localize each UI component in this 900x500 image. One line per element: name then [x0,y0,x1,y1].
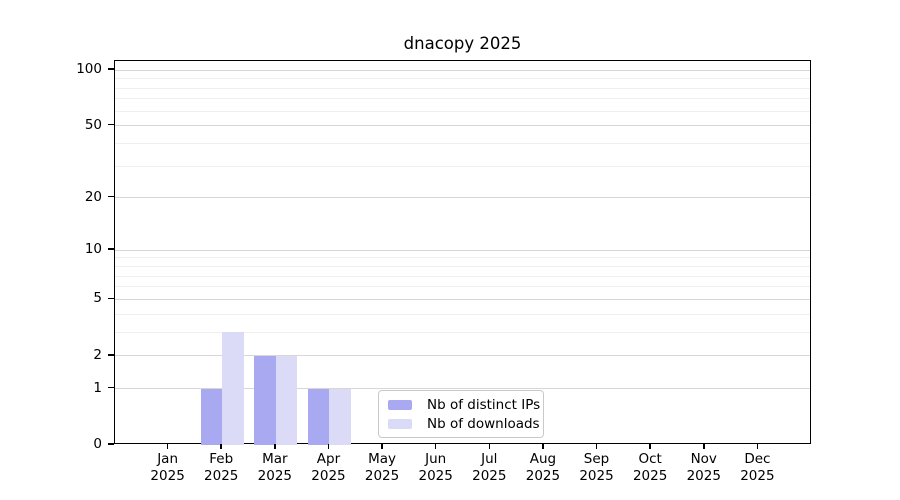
x-tick-mark-dec [756,444,759,449]
x-tick-year: 2025 [311,468,346,484]
x-tick-month: Sep [583,451,610,467]
bar-downloads-apr [329,388,351,445]
legend-swatch-distinct-ips [388,399,412,410]
y-tick-mark-10 [108,248,114,250]
x-tick-mark-sep [595,444,598,449]
x-tick-mark-may [381,444,383,449]
x-tick-year: 2025 [632,468,668,484]
y-tick-mark-5 [108,297,114,300]
bar-downloads-mar [275,355,298,445]
x-tick-label-oct: Oct 2025 [610,451,690,485]
x-tick-month: Jun [425,451,447,467]
chart-title: dnacopy 2025 [403,34,522,53]
x-tick-label-mar: Mar 2025 [235,451,315,485]
x-tick-label-aug: Aug 2025 [503,451,583,485]
y-tick-label-10: 10 [84,241,102,258]
major-gridline-100 [115,69,810,71]
bar-distinct-ips-feb [200,388,223,445]
minor-gridline-80 [115,87,810,89]
x-tick-mark-jun [434,444,437,449]
x-tick-mark-mar [274,444,276,449]
x-tick-year: 2025 [204,468,239,484]
minor-gridline-7 [115,275,810,277]
x-tick-label-may: May 2025 [342,451,422,485]
y-tick-label-1: 1 [93,379,102,396]
x-tick-mark-feb [220,444,222,449]
x-tick-label-nov: Nov 2025 [664,451,744,485]
x-tick-year: 2025 [740,468,775,484]
major-gridline-5 [115,298,810,300]
x-tick-year: 2025 [418,468,453,484]
x-tick-label-jun: Jun 2025 [396,451,476,485]
x-tick-month: Mar [262,451,288,467]
minor-gridline-4 [115,313,810,315]
major-gridline-1 [115,388,810,390]
legend-label-downloads: Nb of downloads [427,415,540,432]
x-tick-mark-apr [327,444,330,449]
x-tick-label-jan: Jan 2025 [128,451,208,485]
x-tick-year: 2025 [579,468,614,484]
major-gridline-50 [115,125,810,127]
y-tick-label-50: 50 [84,116,102,133]
minor-gridline-60 [115,110,810,112]
x-tick-label-dec: Dec 2025 [717,451,797,485]
bar-distinct-ips-apr [308,388,330,445]
x-tick-year: 2025 [257,468,293,484]
x-tick-year: 2025 [472,468,507,484]
y-tick-mark-50 [108,123,114,126]
x-tick-month: Feb [209,451,234,467]
y-tick-mark-100 [108,68,114,70]
legend-item-downloads: Nb of downloads [388,416,543,432]
x-tick-month: Nov [690,451,717,467]
major-gridline-10 [115,249,810,251]
minor-gridline-3 [115,331,810,333]
x-tick-mark-jul [488,444,491,449]
y-tick-mark-20 [108,195,114,198]
minor-gridline-90 [115,78,810,80]
x-tick-mark-nov [703,444,705,449]
x-tick-month: Aug [529,451,557,467]
x-tick-month: Apr [316,451,341,467]
x-tick-label-sep: Sep 2025 [557,451,637,485]
plot-area [114,60,811,445]
x-tick-mark-aug [542,444,544,449]
minor-gridline-40 [115,142,810,144]
x-tick-month: Dec [744,451,771,467]
x-tick-label-jul: Jul 2025 [449,451,529,485]
x-tick-year: 2025 [150,468,185,484]
x-tick-mark-jan [166,444,169,449]
minor-gridline-9 [115,257,810,259]
x-tick-year: 2025 [364,468,400,484]
y-tick-mark-1 [108,386,114,389]
y-tick-label-5: 5 [93,290,102,307]
minor-gridline-8 [115,266,810,268]
y-tick-mark-2 [108,354,114,356]
x-tick-label-apr: Apr 2025 [288,451,368,485]
x-tick-mark-oct [649,444,651,449]
x-tick-year: 2025 [525,468,561,484]
minor-gridline-30 [115,165,810,167]
x-tick-label-feb: Feb 2025 [181,451,261,485]
bar-distinct-ips-mar [254,355,276,445]
major-gridline-2 [115,355,810,357]
x-tick-month: Jan [157,451,179,467]
x-tick-month: Oct [638,451,662,467]
x-tick-month: Jul [481,451,498,467]
y-tick-label-100: 100 [76,61,102,78]
y-tick-label-0: 0 [93,436,102,452]
legend-item-distinct-ips: Nb of distinct IPs [388,397,543,413]
legend: Nb of distinct IPs Nb of downloads [378,390,544,438]
legend-swatch-downloads [388,418,412,429]
y-tick-label-2: 2 [93,346,102,363]
minor-gridline-6 [115,286,810,288]
y-tick-mark-0 [108,443,114,445]
x-tick-year: 2025 [686,468,721,484]
legend-label-distinct-ips: Nb of distinct IPs [427,396,541,413]
y-tick-label-20: 20 [84,188,102,205]
bar-downloads-feb [222,332,244,445]
minor-gridline-70 [115,98,810,100]
x-tick-month: May [368,451,397,467]
major-gridline-20 [115,197,810,199]
